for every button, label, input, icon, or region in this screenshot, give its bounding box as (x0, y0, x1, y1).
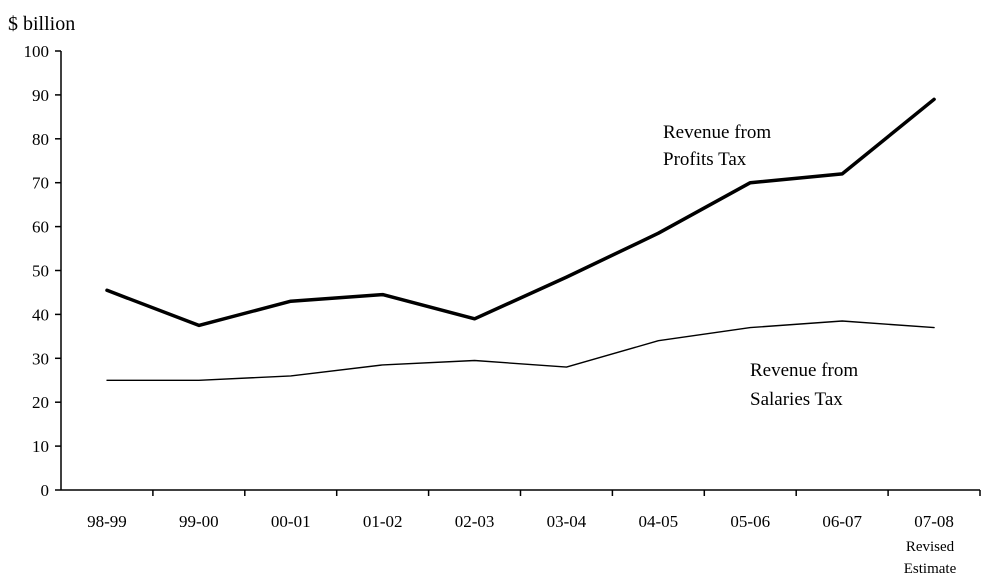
x-tick-label: 03-04 (547, 512, 587, 531)
x-tick-label: 98-99 (87, 512, 127, 531)
salaries-tax-label-line-1: Revenue from (750, 360, 858, 381)
y-tick-label: 60 (32, 218, 49, 237)
y-tick-label: 100 (24, 42, 50, 61)
y-tick-label: 80 (32, 130, 49, 149)
x-axis: 98-99 99-00 00-01 01-02 02-03 03-04 04-05 05-06… (61, 489, 981, 531)
x-tick-label: 00-01 (271, 512, 311, 531)
x-tick-sublabel-revised: Revised (906, 539, 955, 555)
y-tick-label: 50 (32, 262, 49, 281)
series-layer (105, 97, 936, 381)
x-tick-label: 05-06 (730, 512, 770, 531)
profits-tax-label-line-2: Profits Tax (663, 149, 747, 170)
x-tick-label: 04-05 (639, 512, 679, 531)
y-tick-label: 30 (32, 349, 49, 368)
x-tick-label: 02-03 (455, 512, 495, 531)
x-tick-label: 07-08 (914, 512, 954, 531)
x-tick-label: 99-00 (179, 512, 219, 531)
y-tick-label: 0 (41, 481, 50, 500)
y-tick-label: 70 (32, 174, 49, 193)
y-tick-label: 90 (32, 86, 49, 105)
profits-tax-line (105, 97, 936, 328)
y-axis-unit-label: $ billion (8, 13, 75, 35)
y-tick-label: 40 (32, 305, 49, 324)
y-tick-label: 10 (32, 437, 49, 456)
y-axis: 0 10 20 30 40 50 60 70 80 90 100 (24, 42, 62, 500)
salaries-tax-line (106, 320, 935, 381)
x-tick-label: 01-02 (363, 512, 403, 531)
x-tick-sublabel-estimate: Estimate (904, 561, 957, 577)
profits-tax-label-line-1: Revenue from (663, 122, 771, 143)
salaries-tax-label-line-2: Salaries Tax (750, 389, 843, 410)
y-tick-label: 20 (32, 393, 49, 412)
x-tick-label: 06-07 (822, 512, 862, 531)
